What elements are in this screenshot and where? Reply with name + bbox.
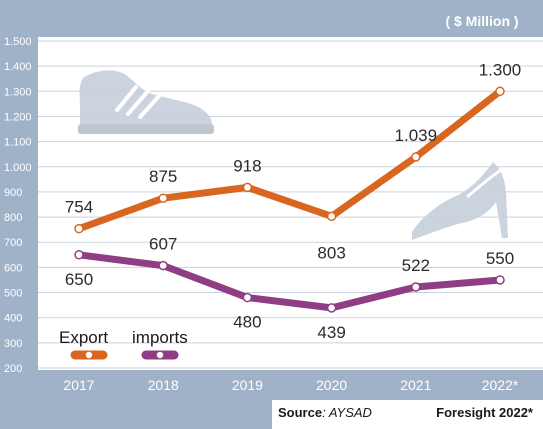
- data-point-export: [74, 223, 84, 234]
- y-tick-label: 300: [4, 338, 22, 350]
- y-tick-label: 400: [4, 313, 22, 325]
- data-labels: 754 875 918 803 1.039 1.300 650 607 480 439 522 550: [65, 60, 521, 342]
- y-tick-label: 1.100: [4, 137, 32, 149]
- footer-band: [272, 400, 543, 429]
- unit-label: ( $ Million ): [445, 13, 518, 29]
- legend-swatch-export: [70, 350, 108, 360]
- x-tick-label: 2020: [316, 377, 347, 393]
- legend-swatch-imports: [141, 350, 179, 360]
- y-tick-label: 700: [4, 237, 22, 249]
- y-tick-label: 800: [4, 212, 22, 224]
- footer-source: Source: AYSAD: [278, 405, 372, 420]
- data-label-imports: 650: [65, 270, 93, 289]
- legend-label-imports: imports: [132, 328, 188, 347]
- data-label-export: 803: [317, 243, 345, 262]
- data-point-imports: [158, 260, 168, 271]
- series-line-imports: [75, 251, 504, 312]
- data-point-export: [411, 152, 421, 162]
- data-point-imports: [411, 282, 421, 292]
- data-label-export: 918: [233, 156, 261, 175]
- footer-source-value: : AYSAD: [322, 405, 372, 420]
- y-axis-ticks: 200 300 400 500 600 700 800 900 1.000 1.100 1.200 1…: [4, 36, 32, 375]
- data-point-export: [495, 86, 505, 97]
- data-label-export: 754: [65, 198, 93, 217]
- y-tick-label: 500: [4, 288, 22, 300]
- series-line-export: [75, 87, 504, 233]
- x-tick-label: 2022*: [482, 377, 519, 393]
- y-tick-label: 1.500: [4, 36, 32, 48]
- y-tick-label: 1.200: [4, 111, 32, 123]
- x-tick-label: 2018: [148, 377, 179, 393]
- x-tick-label: 2017: [63, 377, 94, 393]
- footer-source-label: Source: [278, 405, 322, 420]
- y-tick-label: 600: [4, 262, 22, 274]
- sneaker-icon: [78, 70, 214, 134]
- data-point-export: [158, 193, 168, 203]
- y-tick-label: 1.300: [4, 86, 32, 98]
- data-point-export: [326, 211, 337, 222]
- data-point-imports: [74, 250, 84, 260]
- data-label-imports: 480: [233, 313, 261, 332]
- high-heel-icon: [412, 162, 508, 240]
- x-tick-label: 2021: [400, 377, 431, 393]
- data-label-imports: 439: [317, 323, 345, 342]
- data-label-imports: 522: [402, 256, 430, 275]
- y-tick-label: 900: [4, 187, 22, 199]
- data-label-imports: 550: [486, 249, 514, 268]
- data-label-imports: 607: [149, 235, 177, 254]
- series-layer: [74, 86, 505, 313]
- data-point-export: [242, 182, 253, 193]
- x-axis-ticks: 2017 2018 2019 2020 2021 2022*: [63, 377, 518, 393]
- footer-note: Foresight 2022*: [436, 405, 534, 420]
- data-point-imports: [242, 292, 253, 303]
- data-label-export: 875: [149, 167, 177, 186]
- data-point-imports: [326, 303, 337, 313]
- y-tick-label: 200: [4, 363, 22, 375]
- data-label-export: 1.300: [479, 60, 522, 79]
- gridlines: [38, 40, 543, 369]
- legend: Export imports: [59, 328, 188, 360]
- legend-label-export: Export: [59, 328, 108, 347]
- data-label-export: 1.039: [395, 126, 438, 145]
- y-tick-label: 1.000: [4, 162, 32, 174]
- data-point-imports: [495, 275, 505, 285]
- x-tick-label: 2019: [232, 377, 263, 393]
- y-tick-label: 1.400: [4, 61, 32, 73]
